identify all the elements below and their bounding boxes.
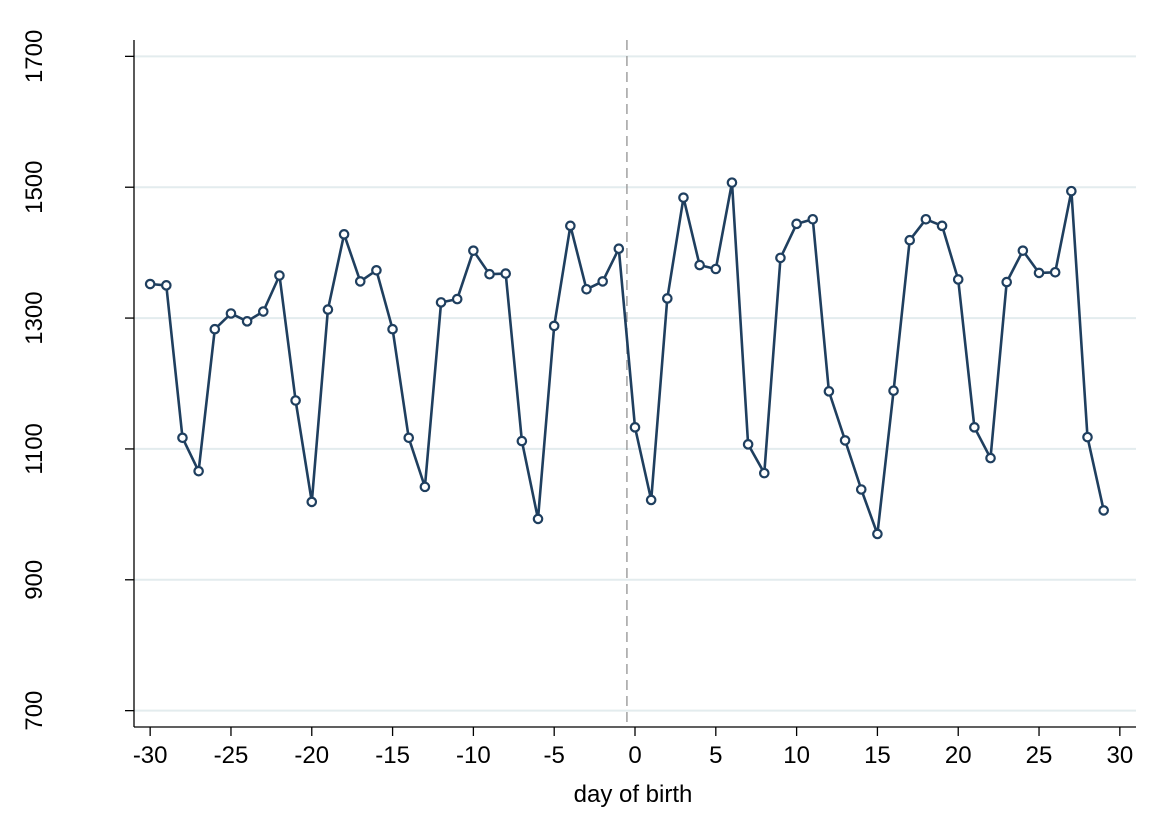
x-tick-label: -25 xyxy=(214,742,249,769)
series-group xyxy=(144,177,1109,540)
x-tick-label: 30 xyxy=(1106,742,1133,769)
data-point xyxy=(726,177,738,188)
data-point xyxy=(807,213,819,225)
x-tick-label: 25 xyxy=(1026,742,1053,769)
y-tick-label: 1700 xyxy=(21,30,48,83)
data-point xyxy=(225,308,237,319)
x-tick-label: 20 xyxy=(945,742,972,769)
data-point xyxy=(354,276,366,287)
data-point xyxy=(629,422,641,433)
data-point xyxy=(969,422,980,433)
data-point xyxy=(451,293,463,305)
data-point xyxy=(1001,276,1013,288)
x-tick-label: -15 xyxy=(375,742,410,769)
data-point xyxy=(936,220,948,232)
y-tick-label: 1500 xyxy=(21,161,48,214)
data-point xyxy=(1033,267,1045,279)
data-point xyxy=(694,259,705,271)
data-point xyxy=(322,304,334,315)
y-tick-label: 700 xyxy=(21,691,48,731)
x-tick-label: -30 xyxy=(133,742,168,769)
data-point xyxy=(306,496,318,508)
x-tick-label: 15 xyxy=(864,742,891,769)
data-point xyxy=(791,218,802,230)
data-point xyxy=(581,283,592,295)
data-point xyxy=(678,192,689,203)
data-point xyxy=(565,220,576,232)
y-tick-label: 900 xyxy=(21,560,48,600)
data-point xyxy=(1049,266,1061,278)
gridlines xyxy=(134,55,1136,712)
x-tick-label: -10 xyxy=(456,742,491,769)
data-point xyxy=(597,276,608,287)
data-point xyxy=(241,316,253,327)
data-point xyxy=(1098,505,1109,516)
data-point xyxy=(177,432,188,444)
y-tick-label: 1100 xyxy=(21,423,48,475)
data-point xyxy=(662,293,673,304)
data-point xyxy=(274,270,285,281)
data-point xyxy=(257,306,269,317)
data-point xyxy=(775,252,786,264)
data-point xyxy=(500,268,512,279)
data-point xyxy=(758,467,770,479)
data-point xyxy=(387,323,398,335)
data-point xyxy=(888,385,899,396)
data-point xyxy=(920,213,932,225)
data-point xyxy=(403,432,415,444)
data-point xyxy=(468,245,479,256)
data-point xyxy=(548,320,560,332)
data-point xyxy=(338,229,350,240)
data-point xyxy=(710,263,722,275)
x-axis-title: day of birth xyxy=(574,781,693,808)
data-point xyxy=(144,278,156,290)
data-point xyxy=(645,494,657,506)
data-point xyxy=(1017,245,1029,256)
data-point xyxy=(209,323,221,335)
data-point xyxy=(985,452,996,464)
data-point xyxy=(435,297,447,308)
data-point xyxy=(872,528,883,540)
x-tick-label: -5 xyxy=(544,742,565,769)
data-point xyxy=(1082,431,1093,443)
data-point xyxy=(161,280,172,291)
data-point xyxy=(516,435,528,447)
data-point xyxy=(742,439,754,450)
y-tick-label: 1300 xyxy=(21,291,48,344)
tick-labels: 700 900 1100 1300 1500 1700 -30 -25 -20 -15 -10 -5 0… xyxy=(21,30,1133,769)
data-point xyxy=(613,243,625,255)
data-point xyxy=(484,268,495,280)
data-point xyxy=(193,465,204,477)
data-point xyxy=(419,481,431,493)
data-point xyxy=(823,386,835,397)
series-line xyxy=(150,181,1105,536)
data-point xyxy=(855,484,867,495)
axes xyxy=(125,40,1136,736)
data-point xyxy=(290,395,301,406)
x-tick-label: 10 xyxy=(783,742,810,769)
x-tick-label: 0 xyxy=(628,742,641,769)
data-point xyxy=(371,265,382,276)
data-point xyxy=(1066,185,1077,197)
data-point xyxy=(839,435,851,446)
data-point xyxy=(904,234,916,246)
x-tick-label: 5 xyxy=(709,742,722,769)
data-point xyxy=(952,274,964,285)
x-tick-label: -20 xyxy=(294,742,329,769)
data-point xyxy=(532,513,544,525)
